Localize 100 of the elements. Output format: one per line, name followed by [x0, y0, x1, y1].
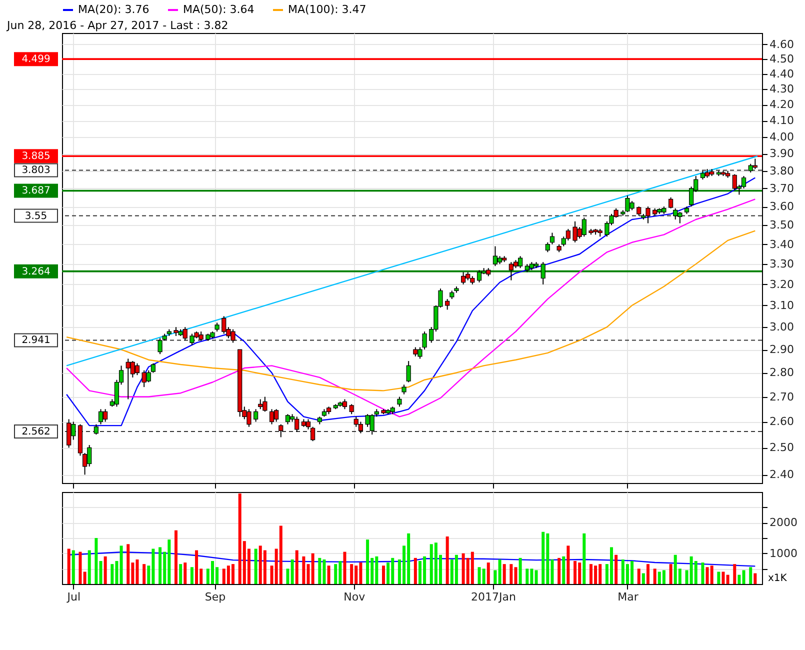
- bar: [334, 564, 338, 584]
- bar: [88, 550, 91, 584]
- y-tick-label: 3.40: [770, 238, 794, 251]
- bar: [184, 562, 187, 584]
- candlestick: [94, 424, 98, 436]
- bar: [350, 564, 354, 584]
- candlestick: [566, 228, 570, 241]
- y-tick-label: 1000: [770, 546, 798, 560]
- bar: [67, 548, 70, 584]
- bar: [701, 562, 704, 584]
- y-tick-label: 2.40: [770, 468, 794, 482]
- bar: [642, 573, 645, 584]
- text: x1K: [768, 573, 788, 584]
- x-tick-label: Mar: [618, 590, 639, 604]
- candlestick: [342, 398, 348, 410]
- candlestick: [402, 384, 406, 395]
- candlestick: [445, 298, 450, 310]
- bar: [653, 568, 656, 584]
- y-tick-label: 2.60: [770, 415, 794, 428]
- bar: [558, 558, 561, 584]
- bar: [562, 556, 566, 584]
- candlestick: [668, 196, 674, 209]
- ref-line-label: 3.885: [22, 151, 50, 162]
- bar: [72, 550, 75, 584]
- bar: [542, 532, 545, 584]
- bar: [126, 544, 130, 584]
- y-tick-label: 2000: [770, 516, 798, 530]
- candlestick: [98, 408, 104, 425]
- y-tick-label: 2.70: [770, 390, 794, 404]
- y-tick-label: 3.90: [770, 147, 794, 160]
- y-tick-label: 2.50: [770, 441, 794, 454]
- bar: [742, 570, 746, 584]
- bar: [120, 546, 123, 584]
- x-tick-label: Nov: [344, 590, 366, 604]
- y-tick-label: 2.80: [770, 366, 794, 380]
- y-tick-label: 4.50: [770, 52, 794, 66]
- candlestick: [269, 408, 274, 425]
- candlestick: [752, 158, 758, 170]
- candlestick: [278, 424, 284, 438]
- candlestick: [358, 421, 363, 434]
- candlestick: [134, 362, 140, 376]
- bar: [482, 568, 486, 584]
- chart-title: Jun 28, 2016 - Apr 27, 2017 - Last : 3.82: [6, 19, 228, 32]
- candlestick: [476, 270, 482, 283]
- x-tick-label: 2017Jan: [470, 590, 516, 604]
- bar: [295, 550, 298, 584]
- bar: [754, 573, 757, 584]
- bar: [83, 572, 86, 584]
- y-tick-label: 3.00: [770, 320, 794, 334]
- y-tick-label: 3.10: [770, 298, 794, 312]
- bar: [286, 568, 290, 584]
- candlestick: [150, 362, 156, 374]
- line-series: [66, 230, 756, 392]
- ref-line-label: 2.941: [22, 335, 50, 346]
- bar: [454, 554, 458, 584]
- bar: [99, 561, 102, 584]
- x-tick-label: Sep: [204, 590, 226, 604]
- bar: [726, 574, 730, 584]
- candlestick: [397, 396, 402, 408]
- candlestick: [492, 246, 498, 267]
- bar: [574, 561, 577, 584]
- ref-line-label: 3.55: [24, 210, 48, 222]
- bar: [311, 553, 314, 584]
- candlestick: [741, 176, 746, 189]
- bar: [366, 540, 370, 584]
- bar: [510, 564, 513, 584]
- bar: [486, 562, 490, 584]
- bar: [582, 533, 586, 584]
- bar: [662, 570, 666, 584]
- y-tick-label: 3.80: [770, 164, 794, 178]
- bar: [318, 558, 322, 584]
- ref-line-label: 2.562: [22, 426, 50, 438]
- y-tick-label: 2.90: [770, 343, 794, 356]
- bar: [158, 547, 162, 584]
- x-tick-label: Jul: [66, 590, 81, 604]
- bar: [749, 567, 752, 584]
- bar: [614, 554, 618, 584]
- bar: [738, 574, 741, 584]
- y-tick-label: 4.30: [770, 82, 794, 96]
- bar: [669, 564, 672, 584]
- bar: [710, 566, 714, 584]
- bar: [470, 552, 474, 584]
- bar: [94, 538, 98, 584]
- bar: [414, 558, 417, 584]
- bar: [104, 556, 107, 584]
- legend-label: MA(100): 3.47: [288, 3, 366, 16]
- bar: [646, 564, 650, 584]
- bar: [179, 564, 182, 584]
- candlestick: [406, 360, 411, 383]
- bar: [566, 546, 570, 584]
- bar: [110, 564, 114, 584]
- bar: [382, 566, 385, 584]
- candlestick: [349, 404, 354, 415]
- candlestick: [461, 272, 466, 285]
- legend-label: MA(50): 3.64: [183, 3, 254, 16]
- ref-line-label: 4.499: [22, 54, 50, 66]
- candlestick: [66, 418, 72, 448]
- bar: [343, 552, 346, 584]
- y-tick-label: 3.70: [770, 182, 794, 195]
- candlestick: [146, 370, 151, 383]
